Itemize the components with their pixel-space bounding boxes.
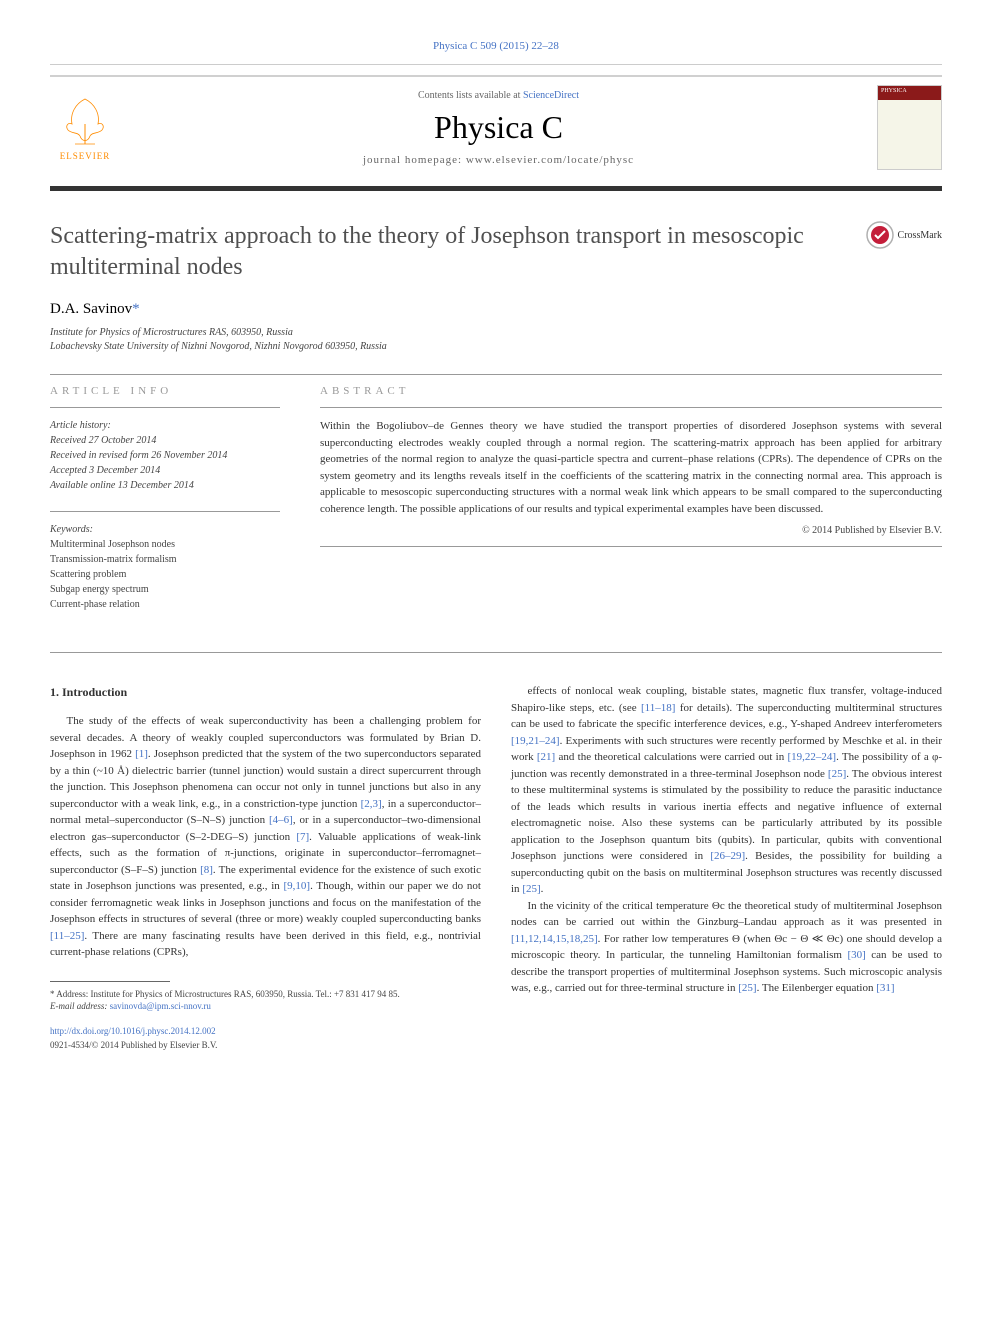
elsevier-name: ELSEVIER [60, 151, 111, 161]
crossmark-badge[interactable]: CrossMark [866, 221, 942, 249]
keyword: Scattering problem [50, 567, 280, 582]
body-paragraph: The study of the effects of weak superco… [50, 713, 481, 961]
sciencedirect-link[interactable]: ScienceDirect [523, 90, 579, 101]
history-revised: Received in revised form 26 November 201… [50, 448, 280, 463]
column-right: effects of nonlocal weak coupling, bista… [511, 683, 942, 1052]
abstract-copyright: © 2014 Published by Elsevier B.V. [320, 525, 942, 536]
elsevier-logo: ELSEVIER [50, 88, 120, 168]
doi-block: http://dx.doi.org/10.1016/j.physc.2014.1… [50, 1025, 481, 1052]
affiliation-1: Institute for Physics of Microstructures… [50, 326, 942, 340]
top-divider [50, 64, 942, 65]
column-left: 1. Introduction The study of the effects… [50, 683, 481, 1052]
abstract-heading: ABSTRACT [320, 385, 942, 397]
keywords-label: Keywords: [50, 522, 280, 537]
author-corresponding-link[interactable]: * [132, 301, 140, 317]
elsevier-tree-icon [60, 94, 110, 149]
journal-reference: Physica C 509 (2015) 22–28 [50, 40, 942, 52]
article-title: Scattering-matrix approach to the theory… [50, 221, 846, 283]
history-label: Article history: [50, 418, 280, 433]
journal-name: Physica C [120, 109, 877, 146]
divider [50, 652, 942, 653]
crossmark-label: CrossMark [898, 230, 942, 241]
keyword: Subgap energy spectrum [50, 582, 280, 597]
issn-copyright: 0921-4534/© 2014 Published by Elsevier B… [50, 1040, 217, 1050]
affiliations: Institute for Physics of Microstructures… [50, 326, 942, 354]
body-paragraph: In the vicinity of the critical temperat… [511, 898, 942, 997]
journal-cover-thumbnail: PHYSICA [877, 85, 942, 170]
article-info: ARTICLE INFO Article history: Received 2… [50, 385, 280, 612]
divider [50, 374, 942, 375]
header-block: ELSEVIER Contents lists available at Sci… [50, 75, 942, 182]
contents-available: Contents lists available at ScienceDirec… [120, 90, 877, 101]
thick-divider [50, 186, 942, 191]
keyword: Multiterminal Josephson nodes [50, 537, 280, 552]
keyword: Transmission-matrix formalism [50, 552, 280, 567]
doi-link[interactable]: http://dx.doi.org/10.1016/j.physc.2014.1… [50, 1026, 216, 1036]
keyword: Current-phase relation [50, 597, 280, 612]
history-online: Available online 13 December 2014 [50, 478, 280, 493]
abstract: ABSTRACT Within the Bogoliubov–de Gennes… [320, 385, 942, 612]
journal-homepage: journal homepage: www.elsevier.com/locat… [120, 154, 877, 166]
affiliation-2: Lobachevsky State University of Nizhni N… [50, 340, 942, 354]
history-accepted: Accepted 3 December 2014 [50, 463, 280, 478]
section-heading: 1. Introduction [50, 683, 481, 701]
corresponding-footnote: * Address: Institute for Physics of Micr… [50, 988, 481, 1013]
crossmark-icon [866, 221, 894, 249]
article-info-heading: ARTICLE INFO [50, 385, 280, 397]
author-email-link[interactable]: savinovda@ipm.sci-nnov.ru [110, 1001, 211, 1011]
author-name: D.A. Savinov* [50, 301, 942, 318]
footnote-divider [50, 981, 170, 982]
body-text: 1. Introduction The study of the effects… [50, 683, 942, 1052]
body-paragraph: effects of nonlocal weak coupling, bista… [511, 683, 942, 898]
abstract-text: Within the Bogoliubov–de Gennes theory w… [320, 418, 942, 517]
history-received: Received 27 October 2014 [50, 433, 280, 448]
